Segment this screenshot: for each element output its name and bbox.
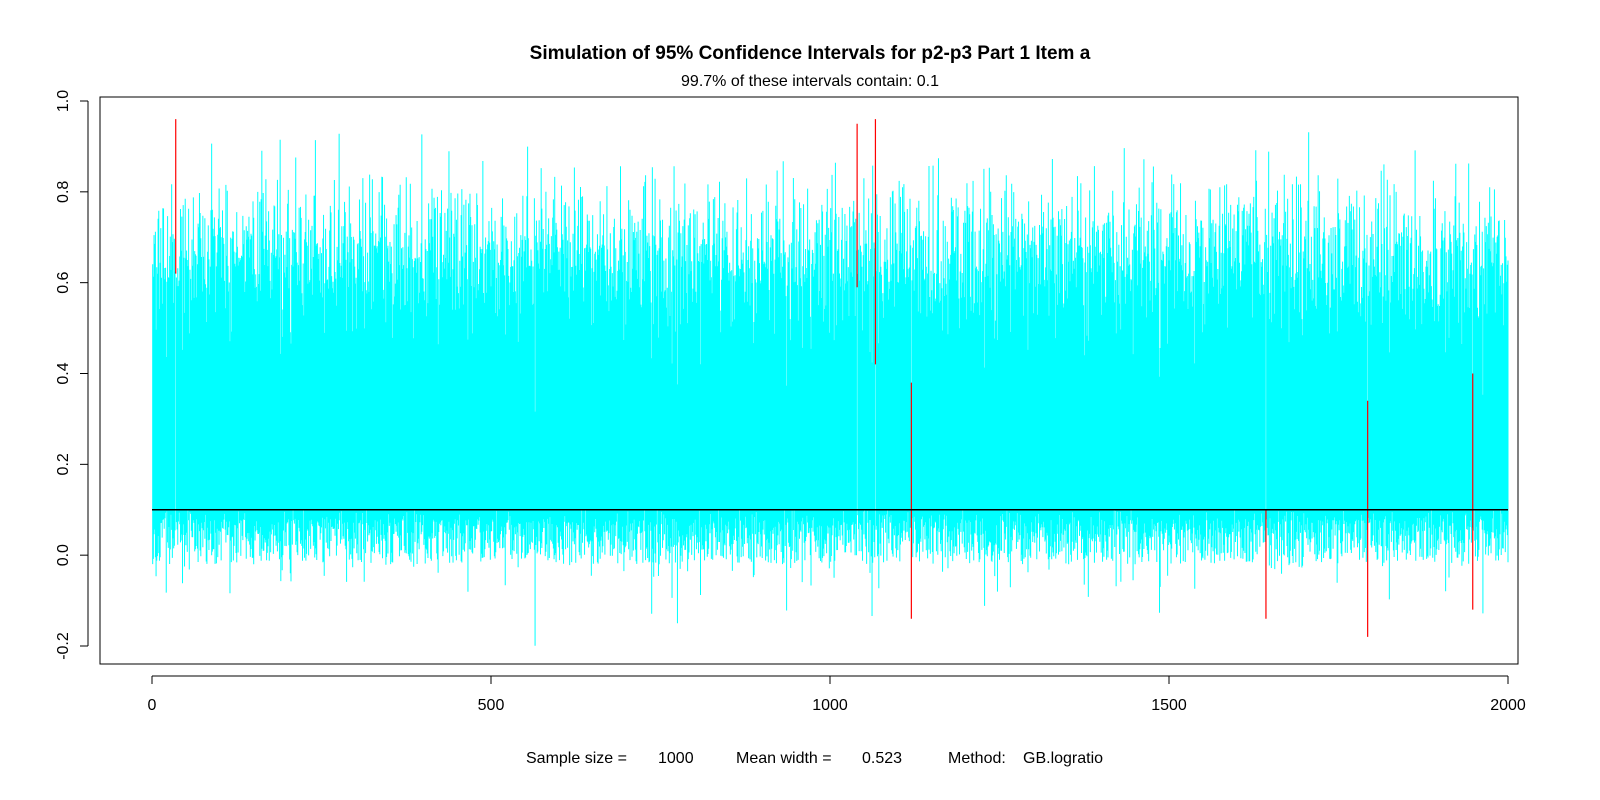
y-tick-label-0.2: 0.2 (55, 453, 72, 475)
missed-intervals-layer (175, 119, 1474, 637)
plot-frame (99, 96, 1519, 665)
mean-width-value: 0.523 (862, 750, 902, 767)
y-tick-label-0.8: 0.8 (55, 181, 72, 203)
y-tick-label--0.2: -0.2 (55, 632, 72, 660)
chart-subtitle: 99.7% of these intervals contain: 0.1 (681, 73, 939, 90)
x-tick-label-0: 0 (148, 697, 157, 714)
sample-size-label: Sample size = (526, 750, 627, 767)
y-axis: -0.2 0.0 0.2 0.4 0.6 0.8 1.0 (55, 90, 89, 660)
y-tick-label-0.6: 0.6 (55, 271, 72, 293)
x-axis: 0 500 1000 1500 2000 (148, 675, 1526, 714)
y-tick-label-1.0: 1.0 (55, 90, 72, 112)
sample-size-value: 1000 (658, 750, 694, 767)
x-tick-label-500: 500 (478, 697, 505, 714)
x-tick-label-1000: 1000 (812, 697, 848, 714)
method-value: GB.logratio (1023, 750, 1103, 767)
y-tick-label-0.4: 0.4 (55, 362, 72, 384)
x-tick-label-1500: 1500 (1151, 697, 1187, 714)
chart-title: Simulation of 95% Confidence Intervals f… (530, 43, 1091, 64)
y-tick-label-0.0: 0.0 (55, 544, 72, 566)
method-label: Method: (948, 750, 1006, 767)
footer-caption: Sample size = 1000 Mean width = 0.523 Me… (526, 750, 1103, 767)
x-tick-label-2000: 2000 (1490, 697, 1526, 714)
mean-width-label: Mean width = (736, 750, 832, 767)
intervals-layer (152, 132, 1509, 646)
confidence-interval-segments (152, 132, 1509, 646)
